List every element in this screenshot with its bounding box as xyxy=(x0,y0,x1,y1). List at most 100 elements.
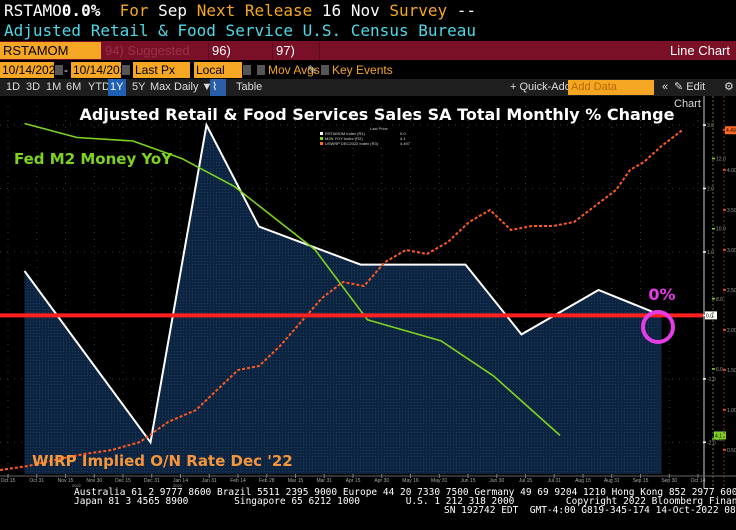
last-value-label: 4.1 xyxy=(715,433,722,439)
footer-line-2: Japan 81 3 4565 8900 Singapore 65 6212 1… xyxy=(74,496,736,507)
x-tick-label: Jul 15 xyxy=(519,478,533,484)
security-header: RSTAMO0.0% For Sep Next Release 16 Nov S… xyxy=(0,0,736,22)
edit-chart-button[interactable]: ✎ Edit Chart xyxy=(672,79,736,110)
x-tick-label: Jan 14 xyxy=(173,478,188,484)
for-label: For xyxy=(119,1,149,20)
legend-header: Last Price xyxy=(370,126,389,131)
axis-tick-label: 10.0 xyxy=(716,227,726,233)
x-tick-label: Jun 15 xyxy=(460,478,475,484)
edit-chart-label: Edit Chart xyxy=(674,81,706,110)
period-3d[interactable]: 3D xyxy=(26,81,41,93)
period-1d[interactable]: 1D xyxy=(6,81,21,93)
zero-percent-annotation: 0% xyxy=(648,285,675,304)
edit-menu[interactable]: 97) Edit ▾ xyxy=(272,42,320,75)
m2-annotation: Fed M2 Money YoY xyxy=(14,150,173,168)
legend-entry-value: 4.497 xyxy=(400,141,411,146)
m2-money-line xyxy=(24,122,561,436)
last-value-tag xyxy=(714,431,726,440)
axis-tick-label: 6.0 xyxy=(716,367,723,373)
axis-tick-label: -2.0 xyxy=(707,440,716,446)
highlight-circle xyxy=(641,310,675,344)
mov-avgs-checkbox[interactable] xyxy=(257,65,265,75)
start-date-input[interactable]: 10/14/2021 xyxy=(0,62,63,78)
command-bar: RSTAMOM Index 94) Suggested Charts 96) A… xyxy=(0,41,736,75)
mov-avgs-label[interactable]: Mov Avgs xyxy=(268,63,320,77)
next-release-label: Next Release xyxy=(196,1,313,20)
period-5y[interactable]: 5Y xyxy=(132,81,146,93)
period-max[interactable]: Max xyxy=(150,81,171,93)
date-toolbar: 10/14/2021 - 10/14/2022 Last Px Local CC… xyxy=(0,61,736,93)
price-field-select[interactable]: Last Px xyxy=(133,62,190,78)
axis-tick-label: 3.500 xyxy=(727,208,736,214)
period-6m[interactable]: 6M xyxy=(66,81,82,93)
wirp-annotation: WIRP Implied O/N Rate Dec '22 xyxy=(32,452,293,470)
currency-select[interactable]: Local CCY xyxy=(194,62,242,93)
line-chart-icon[interactable]: ⌇ xyxy=(210,79,226,96)
last-value-label: 4.497 xyxy=(726,128,736,134)
footer-line-3: SN 192742 EDT GMT-4:00 G819-345-174 14-O… xyxy=(444,505,736,516)
period-toolbar: 1D 3D 1M 6M YTD 1Y 5Y Max Daily ▼ ⌇ Tabl… xyxy=(0,79,736,110)
actions-menu[interactable]: 96) Actions ▾ xyxy=(208,42,270,75)
last-value-tag xyxy=(725,126,736,135)
axis-tick-label: 3.0 xyxy=(707,123,714,129)
period-value: Sep xyxy=(158,1,188,20)
x-tick-label: Apr 30 xyxy=(374,478,389,484)
retail-sales-area xyxy=(24,125,662,474)
axis-tick-label: 8.0 xyxy=(716,297,723,303)
ticker-value: 0.0% xyxy=(61,1,101,20)
period-1y[interactable]: 1Y xyxy=(108,79,126,96)
add-data-input[interactable]: Add Data xyxy=(568,80,654,95)
axis-tick-label: 4.0 xyxy=(716,437,723,443)
x-year-label: 2022 xyxy=(173,483,183,488)
frequency-select[interactable]: Daily ▼ xyxy=(174,81,213,93)
period-1m[interactable]: 1M xyxy=(46,81,62,93)
retail-sales-line xyxy=(23,121,662,445)
x-tick-label: May 31 xyxy=(431,478,448,484)
x-tick-label: Sep 15 xyxy=(633,478,649,484)
key-events-checkbox[interactable] xyxy=(321,65,329,75)
wirp-rate-line xyxy=(0,129,684,471)
end-date-input[interactable]: 10/14/2022 xyxy=(71,62,134,78)
date-range-dash: - xyxy=(64,63,68,77)
x-tick-label: Dec 31 xyxy=(144,478,160,484)
line-chart[interactable]: 3.0 2.0 1.0 0.0 -1.0 -2.0 0.0 12.0 10.0 8.0 6.0 4.0… xyxy=(0,96,736,488)
collapse-icon[interactable]: « xyxy=(662,81,669,93)
x-tick-label: Nov 15 xyxy=(58,478,74,484)
security-field[interactable]: RSTAMOM Index xyxy=(0,42,101,75)
axis-tick-label: 0.500 xyxy=(727,448,736,454)
next-release-value: 16 Nov xyxy=(321,1,380,20)
suggested-charts-button[interactable]: 94) Suggested Charts xyxy=(105,43,190,75)
x-tick-label: Aug 31 xyxy=(604,478,620,484)
x-tick-label: Oct 14 xyxy=(691,478,706,484)
x-tick-label: Mar 31 xyxy=(316,478,332,484)
calendar-icon[interactable] xyxy=(55,65,63,75)
footer: Australia 61 2 9777 8600 Brazil 5511 239… xyxy=(0,488,736,530)
security-description: Adjusted Retail & Food Service U.S. Cens… xyxy=(4,21,477,40)
pencil-icon[interactable]: ✎ xyxy=(307,63,318,77)
key-events-label[interactable]: Key Events xyxy=(332,63,393,77)
x-tick-label: Oct 15 xyxy=(1,478,16,484)
x-tick-label: Jun 30 xyxy=(489,478,504,484)
x-tick-label: Nov 30 xyxy=(86,478,102,484)
axis-tick-label: 3.000 xyxy=(727,248,736,254)
survey-value: -- xyxy=(456,1,477,20)
settings-gear-icon[interactable]: ⚙ xyxy=(724,81,734,93)
ticker-label: RSTAMO xyxy=(4,1,62,20)
x-tick-label: Aug 15 xyxy=(575,478,591,484)
footer-line-1: Australia 61 2 9777 8600 Brazil 5511 239… xyxy=(74,487,736,498)
x-tick-label: Dec 15 xyxy=(115,478,131,484)
x-tick-label: Apr 15 xyxy=(346,478,361,484)
calendar-icon[interactable] xyxy=(122,65,130,75)
axis-tick-label: 4.000 xyxy=(727,168,736,174)
last-value-label: 0.0 xyxy=(706,313,713,319)
legend-swatch xyxy=(320,137,323,140)
axis-tick-label: 2.0 xyxy=(707,186,714,192)
axis-tick-label: -1.0 xyxy=(707,377,716,383)
table-tab[interactable]: Table xyxy=(236,81,263,93)
chart-title: Adjusted Retail & Food Services Sales SA… xyxy=(80,105,675,124)
quick-add-button[interactable]: + Quick-Add · xyxy=(510,81,578,93)
currency-dropdown-icon[interactable] xyxy=(243,65,251,75)
axis-tick-label: 2.000 xyxy=(727,328,736,334)
period-ytd[interactable]: YTD xyxy=(88,81,110,93)
x-tick-label: Oct 31 xyxy=(29,478,44,484)
